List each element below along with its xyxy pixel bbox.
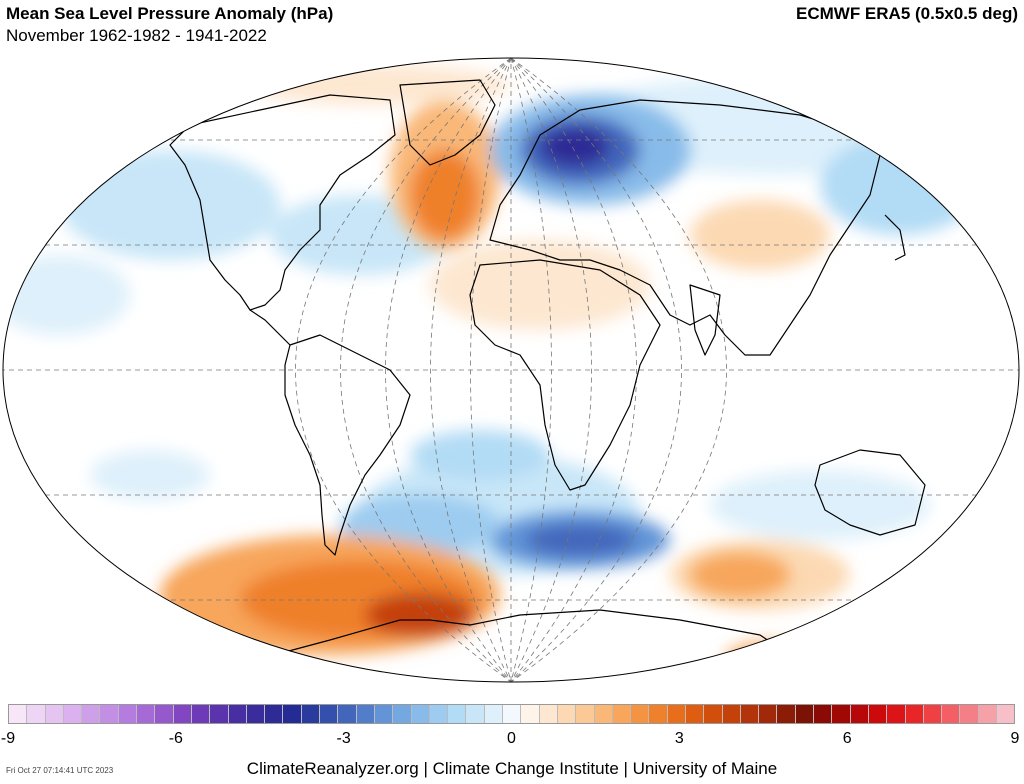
- color-bar-swatch: [191, 705, 211, 723]
- color-bar-tick-label: 6: [842, 730, 852, 747]
- color-bar-swatch: [210, 705, 229, 723]
- color-bar-swatch: [320, 705, 339, 723]
- color-bar-swatch: [338, 705, 357, 723]
- color-bar-swatch: [118, 705, 138, 723]
- map-subtitle: November 1962-1982 - 1941-2022: [6, 26, 267, 45]
- central-america-outline: [249, 309, 291, 346]
- color-bar-swatch: [429, 705, 449, 723]
- color-bar-swatch: [393, 705, 412, 723]
- color-bar-swatch: [539, 705, 558, 723]
- north-america-outline: [169, 94, 396, 311]
- color-bar-swatch: [283, 705, 302, 723]
- color-bar-swatch: [978, 705, 998, 723]
- color-bar-swatch: [228, 705, 247, 723]
- color-bar-swatch: [887, 705, 906, 723]
- color-bar-swatch: [27, 705, 46, 723]
- credit-line: ClimateReanalyzer.org | Climate Change I…: [246, 759, 778, 778]
- africa-outline: [469, 259, 661, 491]
- color-bar-swatch: [740, 705, 760, 723]
- color-bar-swatch: [868, 705, 888, 723]
- australia-outline: [814, 449, 926, 536]
- color-bar-swatch: [649, 705, 668, 723]
- color-bar-swatch: [521, 705, 540, 723]
- color-bar-swatch: [82, 705, 101, 723]
- color-bar-swatch: [411, 705, 430, 723]
- color-bar-swatch: [63, 705, 83, 723]
- color-bar-swatch: [356, 705, 375, 723]
- color-bar-swatch: [667, 705, 686, 723]
- color-bar-tick-label: 3: [674, 730, 684, 747]
- color-bar-swatch: [594, 705, 613, 723]
- color-bar-swatch: [576, 705, 595, 723]
- color-bar-swatch: [759, 705, 778, 723]
- color-bar-swatch: [503, 705, 522, 723]
- color-bar-swatch: [704, 705, 723, 723]
- south-america-outline: [284, 334, 411, 556]
- color-bar-swatch: [301, 705, 321, 723]
- timestamp: Fri Oct 27 07:14:41 UTC 2023: [6, 766, 114, 775]
- color-bar-swatch: [722, 705, 741, 723]
- globe: [2, 57, 1020, 683]
- color-bar-swatch: [137, 705, 156, 723]
- color-bar-swatch: [631, 705, 650, 723]
- coastlines: [169, 79, 926, 676]
- india-outline: [689, 284, 721, 356]
- color-bar-swatch: [814, 705, 833, 723]
- eurasia-outline: [489, 99, 881, 356]
- color-bar-swatch: [923, 705, 943, 723]
- color-bar-swatch: [265, 705, 284, 723]
- color-bar-swatch: [795, 705, 815, 723]
- color-bar: [8, 704, 1015, 724]
- color-bar-swatch: [484, 705, 504, 723]
- color-bar-tick-label: -6: [168, 730, 183, 747]
- color-bar-swatch: [45, 705, 64, 723]
- world-map: [2, 57, 1020, 683]
- color-bar-swatch: [155, 705, 174, 723]
- color-bar-swatch: [466, 705, 485, 723]
- color-bar-tick-label: 9: [1010, 730, 1020, 747]
- color-bar-swatch: [612, 705, 632, 723]
- color-bar-swatch: [557, 705, 577, 723]
- color-bar-tick-label: -3: [336, 730, 351, 747]
- color-bar-swatch: [246, 705, 266, 723]
- color-bar-swatch: [448, 705, 467, 723]
- color-bar-swatch: [173, 705, 192, 723]
- color-bar-swatch: [832, 705, 851, 723]
- color-bar-swatch: [685, 705, 705, 723]
- color-bar-swatch: [942, 705, 961, 723]
- graticule: [3, 58, 1019, 682]
- color-bar-swatch: [374, 705, 394, 723]
- color-bar-swatch: [850, 705, 869, 723]
- color-bar-swatch: [997, 705, 1015, 723]
- color-bar-tick-label: -9: [0, 730, 16, 747]
- map-title: Mean Sea Level Pressure Anomaly (hPa): [6, 4, 334, 23]
- color-bar-swatch: [777, 705, 796, 723]
- color-bar-swatch: [9, 705, 28, 723]
- greenland-outline: [399, 79, 496, 166]
- color-bar-swatch: [960, 705, 979, 723]
- color-bar-swatch: [905, 705, 924, 723]
- color-bar-tick-label: 0: [507, 730, 516, 747]
- color-bar-swatch: [100, 705, 119, 723]
- japan-outline: [884, 214, 906, 261]
- data-source-label: ECMWF ERA5 (0.5x0.5 deg): [796, 4, 1018, 23]
